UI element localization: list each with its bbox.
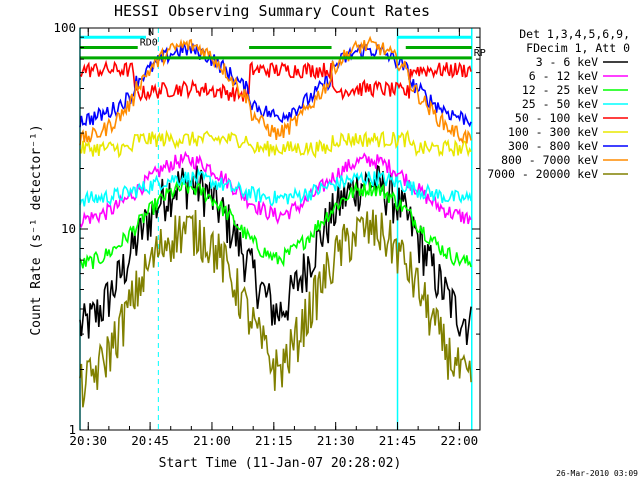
legend-entry-label: 800 - 7000 keV xyxy=(501,153,598,167)
x-axis-title: Start Time (11-Jan-07 20:28:02) xyxy=(159,456,402,471)
legend-entry-label: 12 - 25 keV xyxy=(522,83,598,97)
x-tick-label: 20:30 xyxy=(69,433,107,448)
chart-title: HESSI Observing Summary Count Rates xyxy=(114,2,430,20)
y-tick-label: 10 xyxy=(61,221,76,236)
series-line-800-7000-kev xyxy=(79,35,472,146)
legend-entry-label: 300 - 800 keV xyxy=(508,139,598,153)
legend-entry-label: 25 - 50 keV xyxy=(522,97,598,111)
timestamp: 26-Mar-2010 03:09 xyxy=(556,469,638,478)
series-line-3-6-kev xyxy=(79,164,472,345)
series-line-300-800-kev xyxy=(79,42,472,128)
legend-entry-label: 7000 - 20000 keV xyxy=(487,167,598,181)
flag-label-rd0: RD0 xyxy=(140,37,158,48)
legend-entry-label: 50 - 100 keV xyxy=(515,111,598,125)
legend-header: FDecim 1, Att 0 xyxy=(526,41,630,55)
flag-label-n: N xyxy=(148,27,154,38)
y-tick-label: 100 xyxy=(53,20,76,35)
x-tick-label: 22:00 xyxy=(441,433,479,448)
x-tick-label: 21:30 xyxy=(317,433,355,448)
series-line-50-100-kev xyxy=(79,59,472,102)
legend: Det 1,3,4,5,6,9,FDecim 1, Att 03 - 6 keV… xyxy=(487,27,630,181)
x-tick-label: 21:15 xyxy=(255,433,293,448)
series-line-7000-20000-kev xyxy=(79,209,472,408)
legend-entry-label: 3 - 6 keV xyxy=(536,55,598,69)
legend-header: Det 1,3,4,5,6,9, xyxy=(519,27,630,41)
y-tick-label: 1 xyxy=(68,422,76,437)
series-line-6-12-kev xyxy=(79,150,472,229)
legend-entry-label: 100 - 300 keV xyxy=(508,125,598,139)
y-axis-title: Count Rate (s⁻¹ detector⁻¹) xyxy=(29,124,44,335)
series-line-12-25-kev xyxy=(79,180,472,270)
series-line-100-300-kev xyxy=(79,129,472,159)
legend-entry-label: 6 - 12 keV xyxy=(529,69,598,83)
x-tick-label: 20:45 xyxy=(131,433,169,448)
axes: 20:30 20:45 21:00 21:15 21:30 21:45 22:00 1 10 10… xyxy=(53,20,481,448)
x-tick-label: 21:45 xyxy=(379,433,417,448)
x-tick-label: 21:00 xyxy=(193,433,231,448)
series-line-25-50-kev xyxy=(79,167,472,207)
